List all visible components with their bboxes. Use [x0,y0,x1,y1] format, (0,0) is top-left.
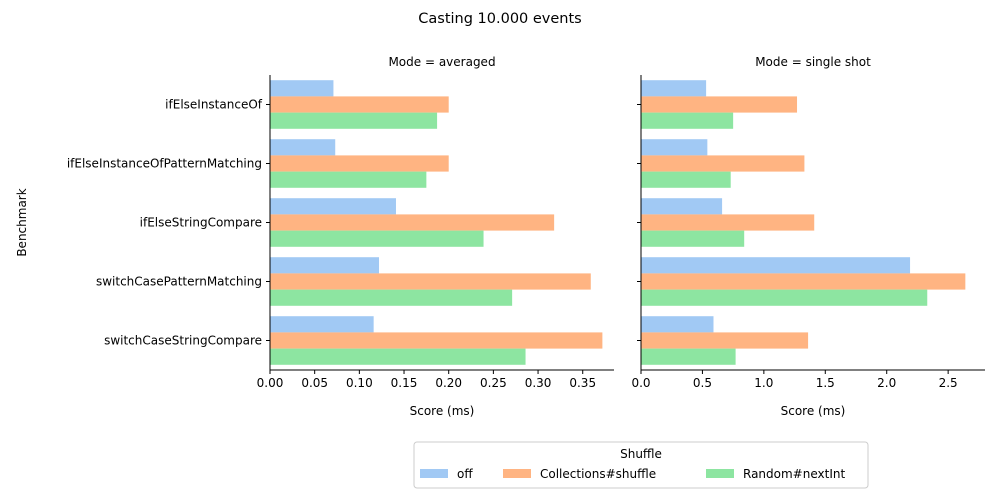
legend-swatch [706,469,734,478]
y-tick-label: ifElseInstanceOf [165,98,263,112]
legend-label: off [457,467,473,481]
x-tick-label: 0.00 [257,376,284,390]
x-tick-label: 0.05 [301,376,328,390]
bar [270,332,603,349]
x-tick-label: 1.5 [816,376,835,390]
bar [270,257,380,274]
legend-label: Collections#shuffle [540,467,656,481]
bar [270,80,334,97]
bar [641,139,708,156]
x-tick-label: 0.5 [693,376,712,390]
legend-title: Shuffle [620,447,662,461]
bar [641,96,798,113]
bar [270,230,484,247]
facet-panels: Mode = averaged ifElseInstanceOf ifElseIns… [15,55,985,418]
x-tick-label: 0.25 [480,376,507,390]
x-tick-label: 0.35 [569,376,596,390]
x-tick-label: 2.0 [877,376,896,390]
bar [641,289,928,306]
y-axis-label: Benchmark [15,188,29,256]
bar [641,80,707,97]
bar [641,316,714,333]
bar [270,198,396,215]
y-tick-label: switchCasePatternMatching [96,275,262,289]
x-axis-label: Score (ms) [410,404,475,418]
bar [270,155,449,172]
bar [270,214,555,231]
facet-title: Mode = averaged [388,55,495,69]
bar [270,171,427,188]
facet-title: Mode = single shot [755,55,871,69]
y-tick-label: ifElseStringCompare [140,216,262,230]
y-tick-label: switchCaseStringCompare [104,334,262,348]
x-axis-label: Score (ms) [781,404,846,418]
bar [641,198,723,215]
bar [270,96,449,113]
facet-panel-1: Mode = averaged ifElseInstanceOf ifElseIns… [15,55,614,418]
x-tick-label: 0.30 [525,376,552,390]
bar [641,171,731,188]
bar [270,112,438,129]
x-tick-label: 0.0 [631,376,650,390]
legend: Shuffle off Collections#shuffle Random#next… [413,441,869,489]
y-tick-label: ifElseInstanceOfPatternMatching [67,157,262,171]
bar [270,348,526,365]
bar [270,289,513,306]
x-tick-label: 0.15 [391,376,418,390]
bar [641,112,734,129]
x-tick-label: 0.10 [346,376,373,390]
bar [641,332,809,349]
legend-swatch [503,469,531,478]
x-tick-label: 2.5 [939,376,958,390]
chart-title: Casting 10.000 events [418,11,581,27]
bar [641,230,745,247]
bar [270,316,374,333]
bar [641,214,815,231]
bar [641,348,736,365]
bar [641,257,911,274]
bar [270,273,591,290]
bar [641,273,966,290]
bar [641,155,805,172]
x-tick-label: 0.20 [435,376,462,390]
legend-swatch [420,469,448,478]
x-tick-label: 1.0 [754,376,773,390]
legend-label: Random#nextInt [743,467,845,481]
facet-panel-2: Mode = single shot 0.0 0.5 1.0 1.5 2.0 2.5 Scor… [631,55,985,418]
bar [270,139,336,156]
